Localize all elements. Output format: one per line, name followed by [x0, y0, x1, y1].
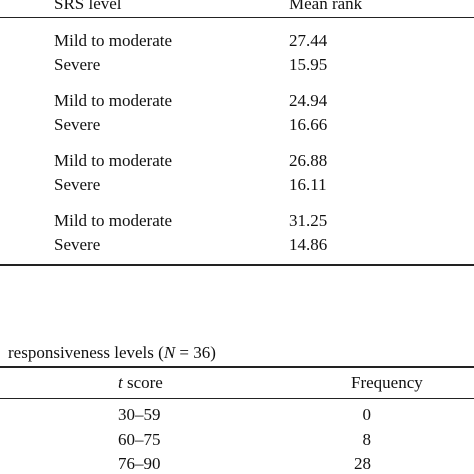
row-rank: 31.25 [289, 211, 328, 230]
row-rank: 27.44 [289, 31, 328, 50]
frequency-cell: 8 [362, 430, 372, 449]
row-level: Mild to moderate [54, 151, 173, 170]
row-level: Mild to moderate [54, 211, 173, 230]
caption-rule [0, 366, 474, 368]
table2-caption: responsiveness levels (N = 36) [8, 343, 216, 362]
header-rule [0, 17, 474, 18]
mean-rank-header: Mean rank [289, 0, 363, 13]
row-rank: 24.94 [289, 91, 328, 110]
row-level: Severe [54, 175, 101, 194]
row-rank: 15.95 [289, 55, 328, 74]
row-level: Severe [54, 115, 101, 134]
frequency-header: Frequency [351, 373, 423, 392]
srs-level-header: SRS level [54, 0, 122, 13]
row-rank: 16.11 [289, 175, 327, 194]
t-score-header: t score [118, 373, 163, 392]
table2-header-rule [0, 398, 474, 399]
row-rank: 16.66 [289, 115, 328, 134]
row-level: Mild to moderate [54, 31, 173, 50]
score-cell: 76–90 [118, 454, 161, 473]
score-cell: 30–59 [118, 405, 161, 424]
row-rank: 26.88 [289, 151, 328, 170]
frequency-cell: 28 [354, 454, 371, 473]
score-cell: 60–75 [118, 430, 161, 449]
frequency-cell: 0 [362, 405, 372, 424]
row-level: Severe [54, 55, 101, 74]
row-level: Mild to moderate [54, 91, 173, 110]
row-rank: 14.86 [289, 235, 328, 254]
table1-bottom-rule [0, 264, 474, 266]
row-level: Severe [54, 235, 101, 254]
